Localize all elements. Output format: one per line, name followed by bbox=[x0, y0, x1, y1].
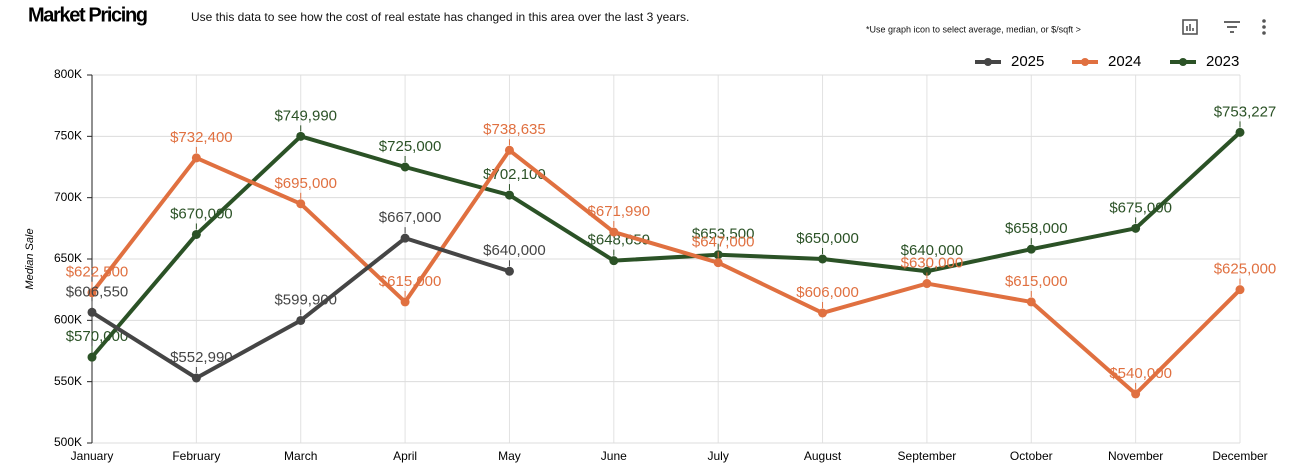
point bbox=[1235, 285, 1245, 295]
point bbox=[1131, 223, 1141, 233]
point bbox=[1026, 297, 1036, 307]
subtitle: Use this data to see how the cost of rea… bbox=[191, 10, 689, 24]
chart-title: Market Pricing bbox=[28, 4, 148, 26]
point bbox=[504, 145, 514, 155]
point bbox=[191, 153, 201, 163]
point bbox=[609, 227, 619, 237]
x-tick-label: October bbox=[1010, 449, 1053, 463]
y-tick-label: 500K bbox=[54, 435, 82, 449]
data-label: $606,000 bbox=[796, 284, 859, 301]
point bbox=[818, 254, 828, 264]
data-label: $725,000 bbox=[379, 138, 442, 155]
data-label: $640,000 bbox=[901, 242, 964, 259]
point bbox=[400, 297, 410, 307]
point bbox=[609, 256, 619, 266]
point bbox=[922, 266, 932, 276]
legend-label: 2024 bbox=[1108, 53, 1141, 70]
data-label: $671,990 bbox=[588, 203, 651, 220]
data-label: $625,000 bbox=[1214, 261, 1277, 278]
x-tick-label: March bbox=[284, 449, 317, 463]
y-tick-label: 550K bbox=[54, 374, 82, 388]
x-tick-label: June bbox=[601, 449, 627, 463]
point bbox=[296, 315, 306, 325]
point bbox=[1131, 389, 1141, 399]
y-tick-label: 800K bbox=[54, 67, 82, 81]
point bbox=[504, 190, 514, 200]
data-label: $653,500 bbox=[692, 226, 755, 243]
point bbox=[296, 131, 306, 141]
data-label: $702,100 bbox=[483, 166, 546, 183]
point bbox=[191, 229, 201, 239]
y-tick-label: 750K bbox=[54, 129, 82, 143]
filter-icon[interactable] bbox=[1224, 21, 1240, 33]
data-label: $615,000 bbox=[1005, 273, 1068, 290]
data-label: $650,000 bbox=[796, 230, 859, 247]
point bbox=[400, 233, 410, 243]
more-icon[interactable] bbox=[1262, 19, 1266, 35]
data-label: $667,000 bbox=[379, 209, 442, 226]
legend-label: 2023 bbox=[1206, 53, 1239, 70]
data-label: $732,400 bbox=[170, 129, 233, 146]
x-tick-label: July bbox=[708, 449, 729, 463]
data-label: $670,000 bbox=[170, 205, 233, 222]
data-label: $570,000 bbox=[66, 328, 129, 345]
data-label: $599,900 bbox=[274, 291, 337, 308]
series-line bbox=[90, 148, 1242, 396]
data-label: $695,000 bbox=[274, 175, 337, 192]
y-tick-label: 600K bbox=[54, 313, 82, 327]
point bbox=[87, 288, 97, 298]
data-label: $749,990 bbox=[274, 107, 337, 124]
data-label: $658,000 bbox=[1005, 220, 1068, 237]
y-tick-label: 650K bbox=[54, 251, 82, 265]
legend-label: 2025 bbox=[1011, 53, 1044, 70]
data-label: $648,659 bbox=[588, 232, 651, 249]
x-tick-label: August bbox=[804, 449, 842, 463]
data-label: $675,000 bbox=[1109, 199, 1172, 216]
series-line bbox=[90, 130, 1242, 359]
data-label: $738,635 bbox=[483, 121, 546, 138]
point bbox=[87, 307, 97, 317]
x-tick-label: April bbox=[393, 449, 417, 463]
chart-icon[interactable] bbox=[1182, 19, 1198, 35]
point bbox=[1026, 244, 1036, 254]
data-label: $640,000 bbox=[483, 242, 546, 259]
x-tick-label: May bbox=[498, 449, 521, 463]
point bbox=[1235, 127, 1245, 137]
y-tick-label: 700K bbox=[54, 190, 82, 204]
point bbox=[922, 279, 932, 289]
x-tick-label: December bbox=[1212, 449, 1267, 463]
point bbox=[713, 258, 723, 268]
data-label: $647,000 bbox=[692, 234, 755, 251]
point bbox=[296, 199, 306, 209]
point bbox=[87, 352, 97, 362]
point bbox=[191, 373, 201, 383]
point bbox=[504, 266, 514, 276]
note: *Use graph icon to select average, media… bbox=[866, 24, 1081, 34]
data-label: $552,990 bbox=[170, 349, 233, 366]
data-label: $622,500 bbox=[66, 264, 129, 281]
data-label: $753,227 bbox=[1214, 103, 1277, 120]
y-axis-label: Median Sale bbox=[24, 228, 36, 289]
x-tick-label: February bbox=[172, 449, 220, 463]
legend-dot bbox=[1179, 58, 1187, 66]
data-label: $630,000 bbox=[901, 255, 964, 272]
data-label: $540,000 bbox=[1109, 365, 1172, 382]
data-label: $606,550 bbox=[66, 283, 129, 300]
x-tick-label: September bbox=[898, 449, 957, 463]
legend-dot bbox=[1081, 58, 1089, 66]
legend-dot bbox=[984, 58, 992, 66]
x-tick-label: January bbox=[71, 449, 114, 463]
data-label: $615,000 bbox=[379, 273, 442, 290]
x-tick-label: November bbox=[1108, 449, 1163, 463]
point bbox=[400, 162, 410, 172]
point bbox=[818, 308, 828, 318]
